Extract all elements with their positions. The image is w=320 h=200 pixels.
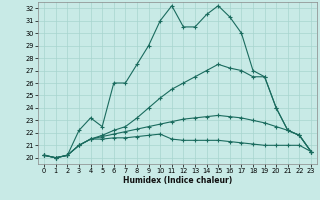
X-axis label: Humidex (Indice chaleur): Humidex (Indice chaleur) xyxy=(123,176,232,185)
